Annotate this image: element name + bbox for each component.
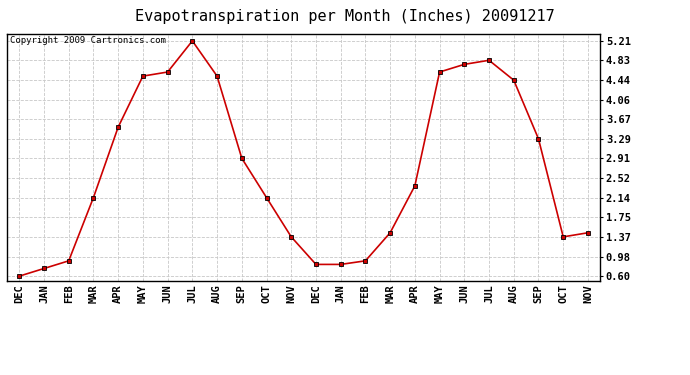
Text: Copyright 2009 Cartronics.com: Copyright 2009 Cartronics.com [10,36,166,45]
Text: Evapotranspiration per Month (Inches) 20091217: Evapotranspiration per Month (Inches) 20… [135,9,555,24]
